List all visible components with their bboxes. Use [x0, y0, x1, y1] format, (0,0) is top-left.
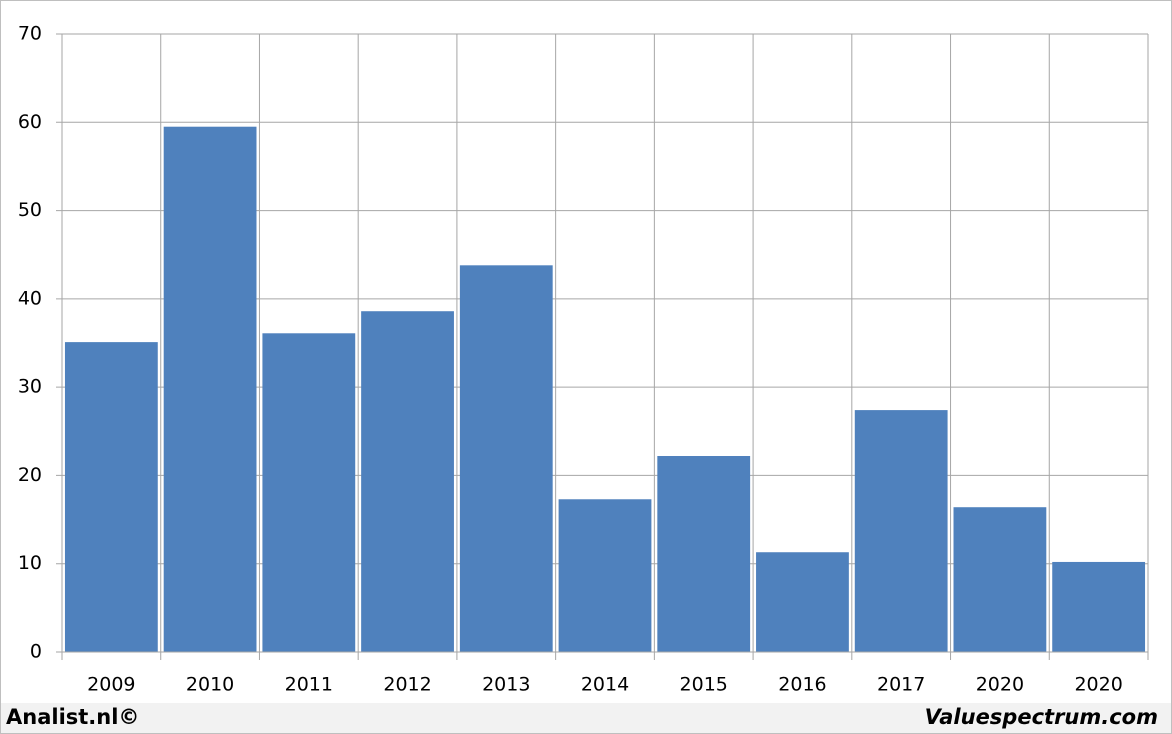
bar: [163, 126, 257, 652]
bar: [558, 499, 652, 652]
x-tick-label: 2020: [976, 674, 1024, 696]
x-tick-label: 2017: [877, 674, 925, 696]
x-tick-label: 2015: [680, 674, 728, 696]
bar: [657, 456, 751, 652]
bar: [459, 265, 553, 652]
y-tick-label: 40: [18, 287, 42, 309]
y-tick-label: 60: [18, 111, 42, 133]
footer-bar: [1, 703, 1171, 733]
x-tick-label: 2020: [1074, 674, 1122, 696]
x-tick-label: 2011: [285, 674, 333, 696]
bar: [361, 311, 454, 652]
y-tick-label: 50: [18, 199, 42, 221]
bar: [1052, 561, 1146, 652]
bar: [64, 342, 158, 652]
x-tick-label: 2010: [186, 674, 234, 696]
y-tick-label: 30: [18, 376, 42, 398]
x-tick-label: 2013: [482, 674, 530, 696]
y-tick-label: 20: [18, 464, 42, 486]
bar: [262, 333, 356, 652]
footer-right: Valuespectrum.com: [925, 705, 1158, 729]
footer-left: Analist.nl©: [6, 705, 139, 729]
y-tick-label: 0: [30, 641, 42, 663]
bar: [854, 410, 948, 652]
x-tick-label: 2016: [778, 674, 826, 696]
x-tick-label: 2009: [87, 674, 135, 696]
y-tick-label: 10: [18, 552, 42, 574]
bar: [953, 507, 1047, 652]
y-tick-label: 70: [18, 23, 42, 45]
x-tick-label: 2014: [581, 674, 629, 696]
x-tick-label: 2012: [383, 674, 431, 696]
bar: [756, 552, 849, 652]
